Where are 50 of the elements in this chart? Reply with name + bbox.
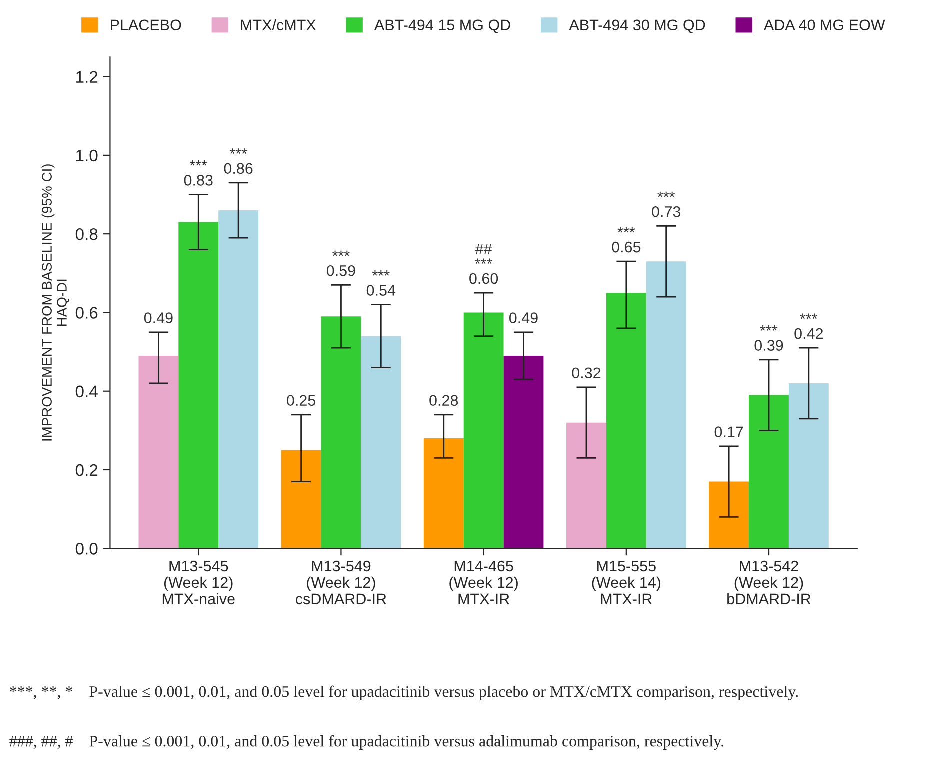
bar bbox=[788, 384, 829, 549]
data-label: 0.32 bbox=[572, 368, 601, 379]
bar bbox=[281, 450, 322, 549]
data-label: *** 0.73 bbox=[652, 192, 681, 218]
data-label: *** 0.42 bbox=[794, 314, 824, 340]
bar bbox=[709, 482, 750, 549]
bar bbox=[504, 356, 544, 549]
legend-label: ADA 40 MG EOW bbox=[764, 20, 886, 31]
bar bbox=[646, 262, 686, 549]
y-tick-label: 0.2 bbox=[76, 464, 98, 476]
y-tick-label: 1.0 bbox=[76, 150, 98, 162]
bar bbox=[566, 422, 606, 549]
y-tick-label: 0.0 bbox=[76, 543, 98, 555]
bar bbox=[138, 356, 179, 549]
y-tick-label: 0.4 bbox=[76, 386, 98, 398]
data-label: ## *** 0.60 bbox=[470, 244, 498, 284]
y-tick-label: 0.6 bbox=[76, 307, 98, 319]
x-tick-label: M14-465 (Week 12) MTX-IR bbox=[450, 560, 518, 604]
text: ***, **, * P-value ≤ 0.001, 0.01, and 0.05 level for upadacitinib versus placebo or MTX/cMTX comparison, respectively. bbox=[10, 686, 798, 700]
bar bbox=[178, 222, 219, 549]
data-label: *** 0.83 bbox=[184, 160, 213, 186]
bar bbox=[606, 293, 646, 549]
data-label: *** 0.39 bbox=[754, 326, 784, 351]
data-label: 0.28 bbox=[430, 395, 458, 406]
y-tick-label: 0.8 bbox=[76, 228, 98, 240]
text: ###, ##, # P-value ≤ 0.001, 0.01, and 0.05 level for upadacitinib versus adalimumab comparison, respectively. bbox=[10, 735, 724, 750]
data-label: 0.25 bbox=[287, 395, 316, 406]
data-label: *** 0.65 bbox=[612, 227, 641, 253]
data-label: *** 0.54 bbox=[366, 270, 396, 296]
bar bbox=[361, 336, 402, 549]
legend-label: PLACEBO bbox=[111, 20, 182, 31]
bar bbox=[218, 210, 259, 549]
bar bbox=[424, 438, 464, 549]
y-tick-label: 1.2 bbox=[76, 71, 98, 83]
x-tick-label: M13-549 (Week 12) csDMARD-IR bbox=[296, 560, 386, 605]
data-label: 0.49 bbox=[144, 312, 173, 324]
data-label: *** 0.86 bbox=[224, 148, 253, 174]
x-tick-label: M13-545 (Week 12) MTX-naive bbox=[162, 560, 235, 605]
legend-label: ABT-494 30 MG QD bbox=[569, 20, 706, 34]
legend-label: ABT-494 15 MG QD bbox=[374, 20, 510, 34]
legend-label: MTX/cMTX bbox=[241, 19, 316, 31]
bar bbox=[464, 312, 504, 549]
data-label: 0.17 bbox=[714, 426, 744, 438]
bar bbox=[321, 316, 362, 549]
x-tick-label: M13-542 (Week 12) bDMARD-IR bbox=[728, 560, 811, 605]
data-label: 0.49 bbox=[509, 312, 538, 324]
x-tick-label: M15-555 (Week 14) MTX-IR bbox=[592, 561, 661, 604]
bar bbox=[749, 395, 789, 549]
data-label: *** 0.59 bbox=[326, 250, 356, 276]
y-axis-title: IMPROVEMENT FROM BASELINE (95% CI) HAQ-DI bbox=[42, 164, 70, 441]
